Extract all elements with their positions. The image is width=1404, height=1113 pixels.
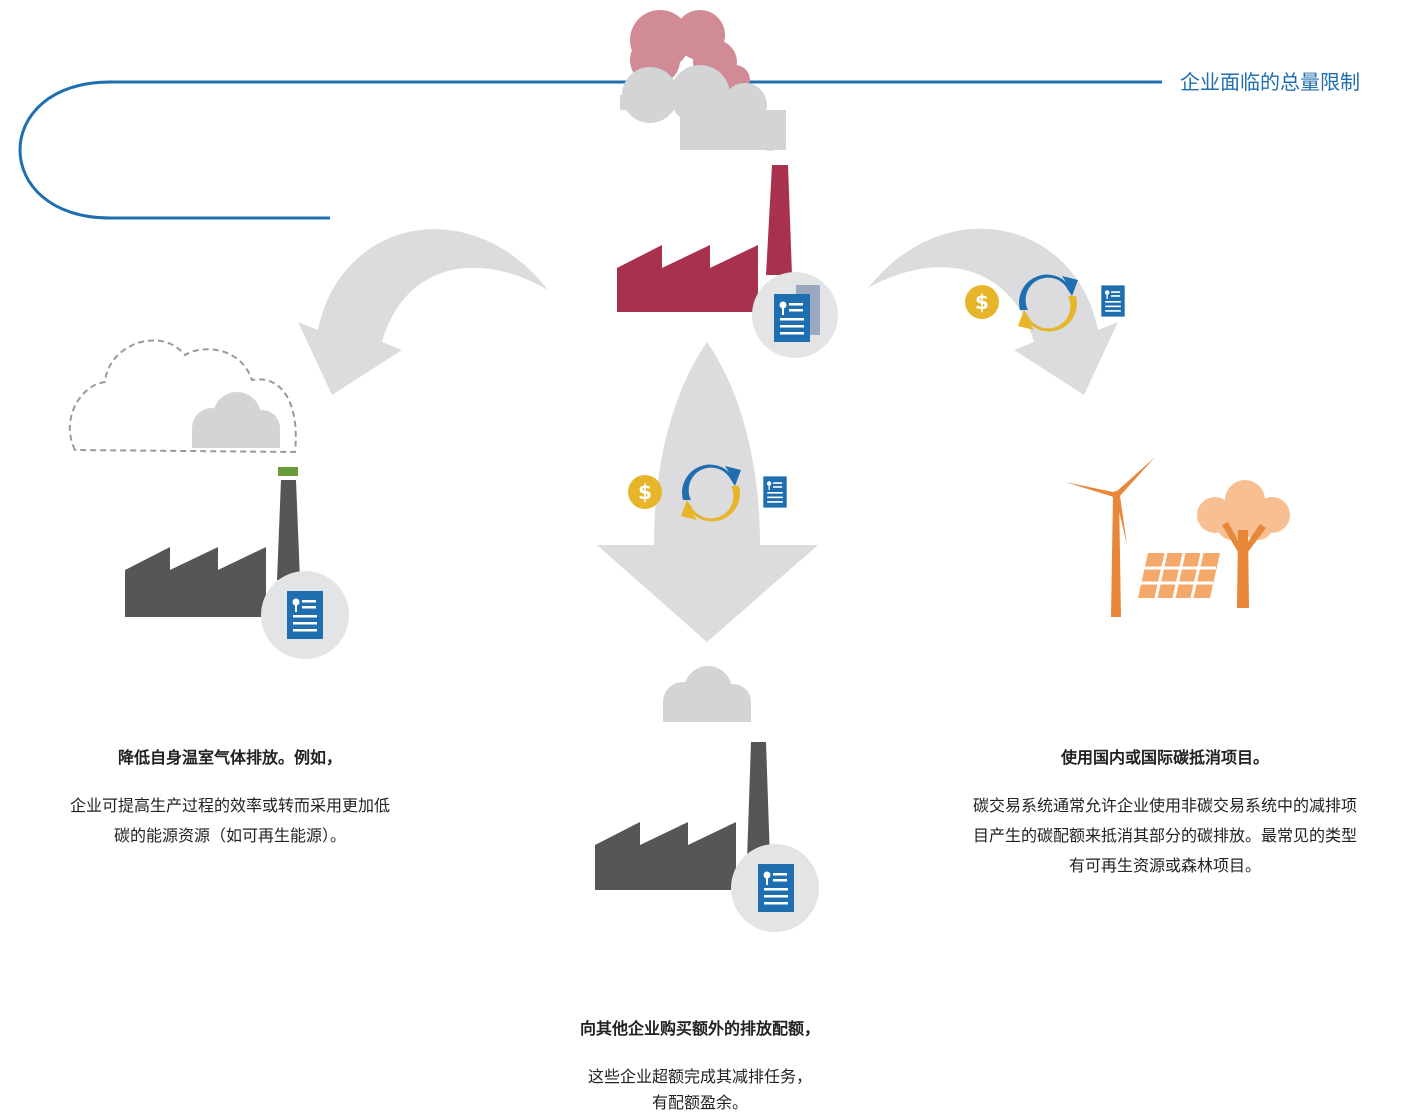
option-title: 向其他企业购买额外的排放配额， xyxy=(580,1019,820,1038)
option-body: 有可再生资源或森林项目。 xyxy=(1069,856,1261,875)
factory xyxy=(125,547,266,617)
small-cloud xyxy=(192,392,280,448)
option-body: 碳交易系统通常允许企业使用非碳交易系统中的减排项 xyxy=(973,796,1357,815)
page: {"cap": {"label": "企业面临的总量限制"}, "currenc… xyxy=(0,0,1404,1113)
grey-cloud xyxy=(620,65,786,151)
option-body: 碳的能源资源（如可再生能源）。 xyxy=(114,826,346,845)
option-body: 这些企业超额完成其减排任务， xyxy=(588,1067,812,1086)
doc-icon xyxy=(763,476,786,507)
option-title: 降低自身温室气体排放。例如， xyxy=(118,748,342,767)
doc-icon xyxy=(758,864,794,912)
arrow-left xyxy=(298,229,548,395)
option-title: 使用国内或国际碳抵消项目。 xyxy=(1060,748,1269,767)
chimney xyxy=(747,742,770,860)
doc-icon xyxy=(774,294,810,342)
small-cloud xyxy=(663,666,751,722)
chimney xyxy=(766,165,792,275)
option-body: 企业可提高生产过程的效率或转而采用更加低 xyxy=(70,796,390,815)
coin-symbol: $ xyxy=(638,480,652,504)
factory xyxy=(617,245,758,312)
cap-label: 企业面临的总量限制 xyxy=(1180,70,1360,94)
cap-line xyxy=(20,82,1162,218)
factory xyxy=(595,822,736,890)
chimney xyxy=(277,480,300,580)
diagram: 企业面临的总量限制 $ $ 降低自身 xyxy=(0,0,1404,1113)
chimney-cap xyxy=(278,467,298,476)
coin-symbol: $ xyxy=(975,290,989,314)
doc-icon xyxy=(1101,285,1124,316)
tree-trunk xyxy=(1222,522,1266,608)
option-body: 目产生的碳配额来抵消其部分的碳排放。最常见的类型 xyxy=(973,826,1357,845)
doc-icon xyxy=(287,591,323,639)
option-body: 有配额盈余。 xyxy=(652,1093,748,1112)
